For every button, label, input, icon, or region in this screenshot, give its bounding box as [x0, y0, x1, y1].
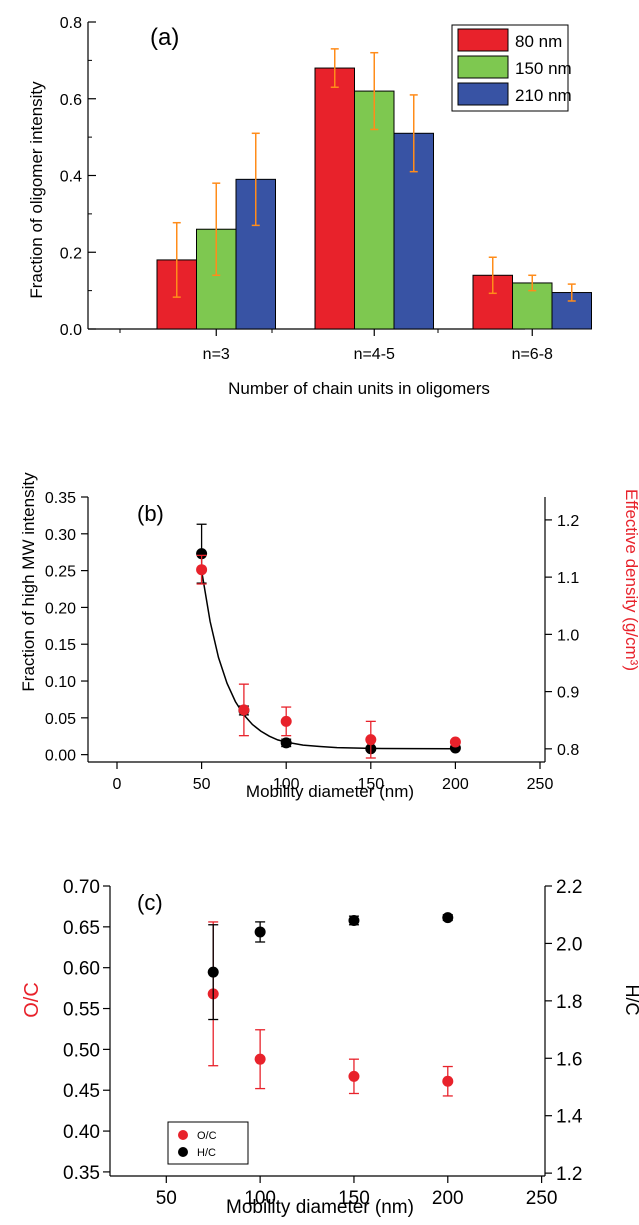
panel-c-x-tick-label: 50	[156, 1188, 177, 1209]
panel-a-label: (a)	[150, 24, 179, 51]
panel-b-point	[280, 737, 292, 749]
panel-c-y-axis-label: O/C	[21, 982, 43, 1018]
panel-b-point	[238, 704, 250, 716]
panel-b-x-tick-label: 200	[442, 776, 469, 793]
panel-c-point	[348, 914, 360, 926]
panel-b: (b) Fraction of high MW intensity Effect…	[19, 472, 639, 801]
panel-c-x-tick-label: 250	[526, 1188, 558, 1209]
panel-c-point	[254, 1053, 266, 1065]
panel-c-legend-marker	[178, 1147, 188, 1157]
panel-c-legend-marker	[178, 1130, 188, 1140]
panel-a-legend-swatch	[457, 28, 509, 52]
panel-b-y2-tick-label: 0.9	[557, 685, 579, 702]
panel-b-y-tick-label: 0.25	[45, 564, 76, 581]
panel-b-x-tick-label: 50	[193, 776, 211, 793]
panel-b-y-tick-label: 0.10	[45, 674, 76, 691]
panel-c-y-tick-label: 0.45	[63, 1081, 100, 1102]
panel-b-point	[196, 564, 208, 576]
panel-b-fit-curve	[200, 570, 456, 750]
panel-a-legend-label: 80 nm	[515, 32, 562, 51]
panel-b-y2-tick-label: 1.1	[557, 570, 579, 587]
panel-c-x-axis-label: Mobility diameter (nm)	[226, 1197, 414, 1218]
panel-c-x-tick-label: 150	[338, 1188, 370, 1209]
panel-c-x-tick-label: 200	[432, 1188, 464, 1209]
panel-b-point	[365, 734, 377, 746]
panel-c-y2-tick-label: 1.6	[556, 1049, 582, 1070]
panel-a-legend-label: 150 nm	[515, 59, 572, 78]
panel-b-point	[196, 548, 208, 560]
panel-b-y-axis-label: Fraction of high MW intensity	[19, 472, 38, 692]
panel-a-legend-swatch	[457, 55, 509, 79]
panel-b-x-tick-label: 250	[527, 776, 554, 793]
panel-b-y-tick-label: 0.20	[45, 600, 76, 617]
panel-a: (a) Fraction of oligomer intensity Numbe…	[27, 15, 592, 398]
panel-c-y-tick-label: 0.40	[63, 1122, 100, 1143]
panel-a-x-tick-label: n=4-5	[354, 346, 395, 363]
panel-c-y2-tick-label: 1.8	[556, 992, 582, 1013]
panel-b-y-tick-label: 0.00	[45, 748, 76, 765]
panel-c-y2-tick-label: 1.4	[556, 1107, 583, 1128]
panel-c-y-tick-label: 0.50	[63, 1040, 100, 1061]
panel-c-label: (c)	[137, 890, 163, 915]
panel-a-legend-swatch	[457, 82, 509, 106]
panel-c-point	[207, 966, 219, 978]
panel-b-x-tick-label: 150	[357, 776, 384, 793]
panel-c: (c) O/C H/C Mobility diameter (nm) 0.35 0…	[21, 877, 639, 1218]
panel-a-y-tick-label: 0.8	[60, 15, 82, 32]
panel-a-legend-label: 210 nm	[515, 86, 572, 105]
panel-b-y2-axis-label: Effective density (g/cm³)	[622, 489, 639, 671]
panel-b-y2-tick-label: 1.0	[557, 627, 579, 644]
panel-b-y2-tick-label: 0.8	[557, 742, 579, 759]
panel-c-y-tick-label: 0.55	[63, 1000, 100, 1021]
panel-b-x-tick-label: 100	[273, 776, 300, 793]
panel-c-point	[348, 1070, 360, 1082]
panel-b-y2-tick-label: 1.2	[557, 513, 579, 530]
panel-a-y-tick-label: 0.0	[60, 322, 82, 339]
panel-c-legend-label: H/C	[197, 1147, 216, 1159]
panel-b-y-tick-label: 0.05	[45, 711, 76, 728]
panel-c-y-tick-label: 0.35	[63, 1163, 100, 1184]
panel-c-x-tick-label: 100	[244, 1188, 276, 1209]
panel-a-x-tick-label: n=3	[203, 346, 230, 363]
panel-c-y2-tick-label: 2.0	[556, 934, 582, 955]
panel-a-x-tick-label: n=6-8	[512, 346, 553, 363]
panel-a-y-tick-label: 0.2	[60, 245, 82, 262]
panel-a-y-tick-label: 0.6	[60, 92, 82, 109]
panel-c-y-tick-label: 0.60	[63, 959, 100, 980]
panel-a-y-axis-label: Fraction of oligomer intensity	[27, 81, 46, 299]
panel-a-x-axis-label: Number of chain units in oligomers	[228, 379, 490, 398]
panel-c-point	[254, 926, 266, 938]
panel-b-point	[280, 715, 292, 727]
panel-c-legend-label: O/C	[197, 1130, 217, 1142]
panel-c-y-tick-label: 0.65	[63, 918, 100, 939]
panel-c-point	[442, 912, 454, 924]
panel-b-y-tick-label: 0.15	[45, 637, 76, 654]
panel-c-y2-tick-label: 1.2	[556, 1164, 582, 1185]
panel-b-y-tick-label: 0.30	[45, 527, 76, 544]
panel-c-legend-box	[167, 1121, 249, 1165]
panel-a-y-tick-label: 0.4	[60, 169, 82, 186]
panel-c-y2-axis-label: H/C	[622, 985, 639, 1016]
panel-a-bar	[314, 67, 355, 330]
panel-c-y2-tick-label: 2.2	[556, 877, 582, 898]
panel-b-point	[449, 736, 461, 748]
panel-b-x-axis-label: Mobility diameter (nm)	[246, 782, 414, 801]
panel-b-y-tick-label: 0.35	[45, 490, 76, 507]
panel-b-label: (b)	[137, 501, 164, 526]
panel-c-point	[442, 1075, 454, 1087]
panel-b-x-tick-label: 0	[113, 776, 122, 793]
panel-c-y-tick-label: 0.70	[63, 877, 100, 898]
